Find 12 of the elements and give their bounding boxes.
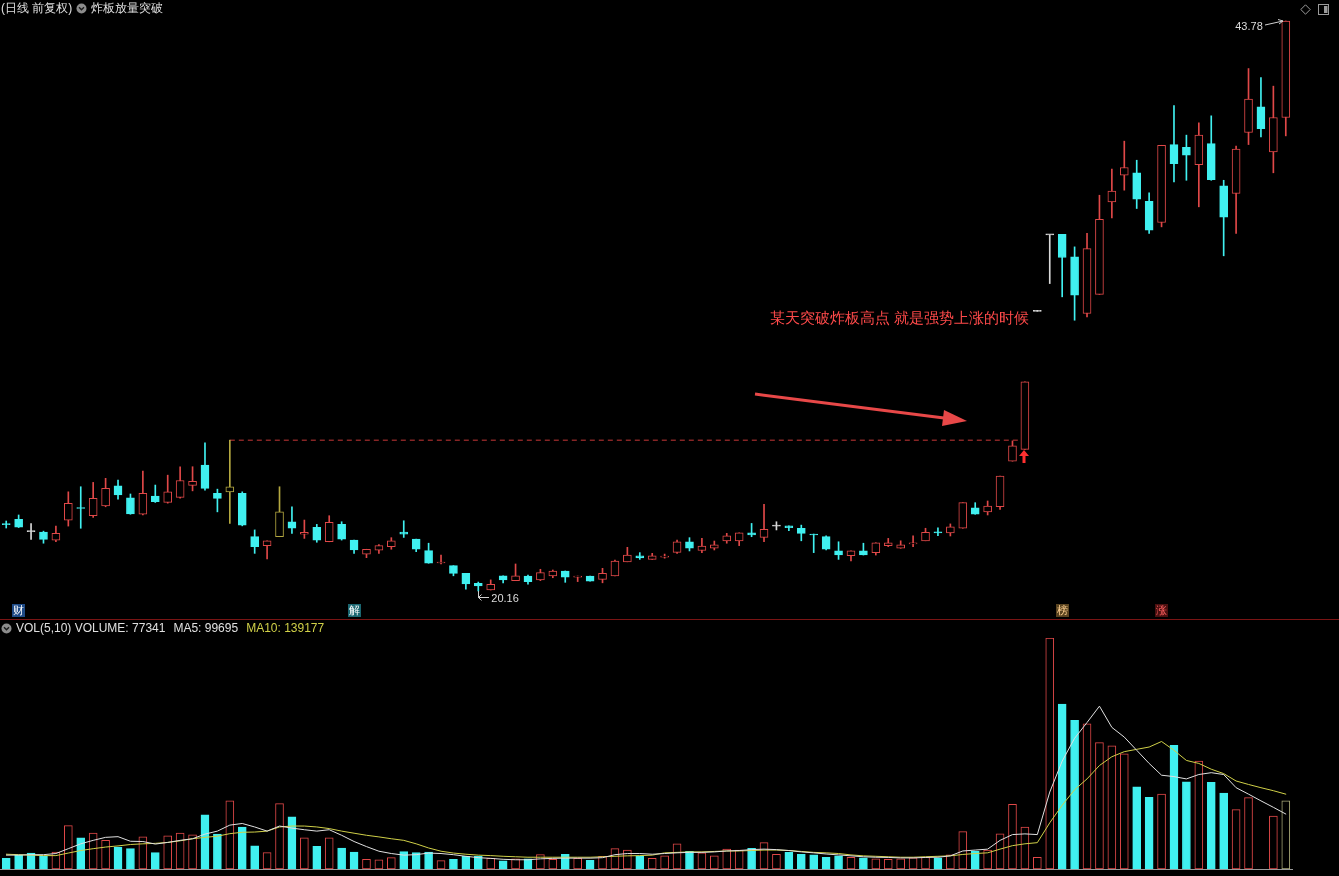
- chart-title: (日线 前复权): [1, 1, 73, 15]
- text: 财: [12, 604, 26, 617]
- annotation: 43.78: [1235, 20, 1263, 32]
- text: MA5: 99695: [173, 621, 239, 635]
- annotation: 某天突破炸板高点 就是强势上涨的时候: [770, 309, 1030, 327]
- text: 涨: [1155, 604, 1169, 617]
- text: 解: [347, 604, 361, 617]
- text: MA10: 139177: [246, 621, 325, 635]
- chart-subtitle: 炸板放量突破: [91, 1, 164, 15]
- text: 榜: [1055, 604, 1069, 617]
- text: 20.16: [491, 592, 519, 604]
- chart-title: VOL(5,10) VOLUME: 77341: [16, 621, 166, 635]
